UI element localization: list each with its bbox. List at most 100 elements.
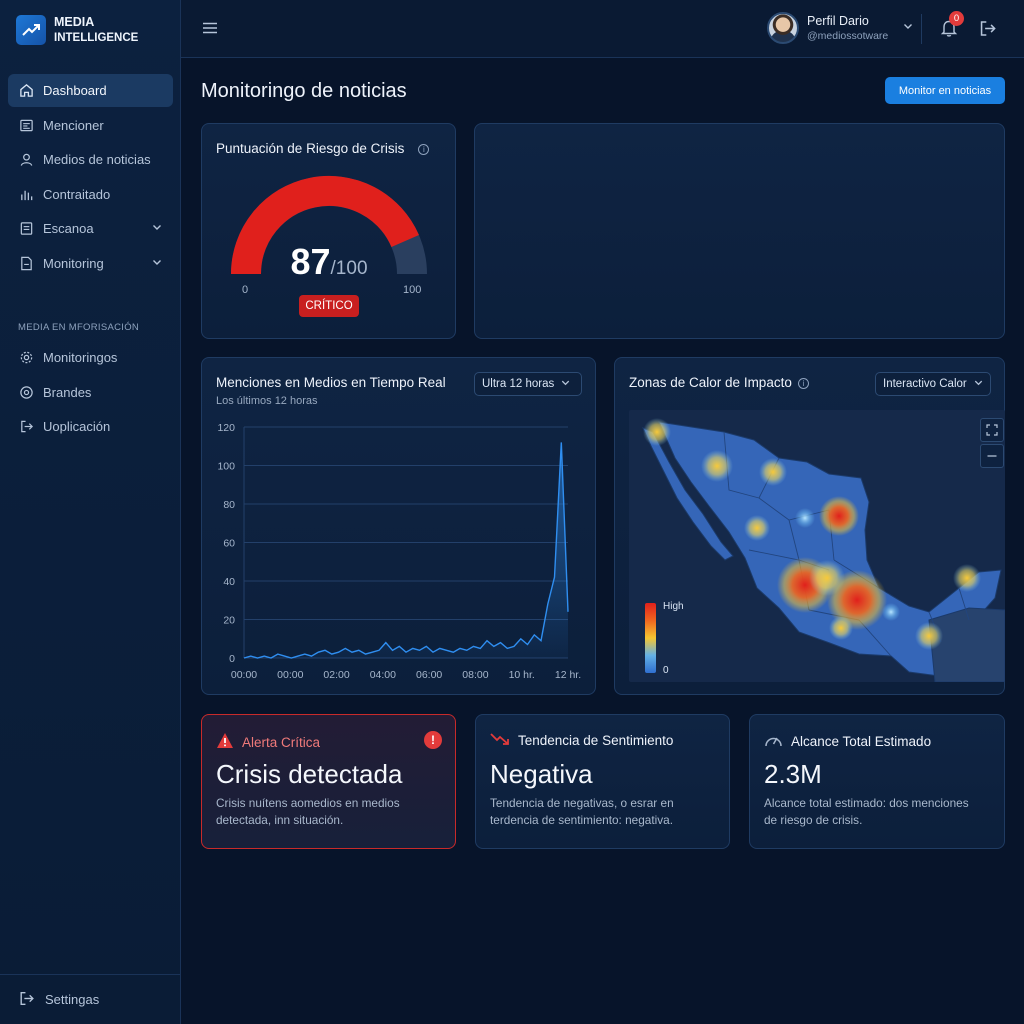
gauge-min-label: 0 bbox=[242, 284, 249, 296]
total-reach-card[interactable]: Alcance Total Estimado 2.3M Alcance tota… bbox=[749, 714, 1005, 849]
expand-icon bbox=[986, 424, 998, 436]
heat-mode-select[interactable]: Interactivo Calor bbox=[875, 372, 991, 396]
sidebar-footer-label: Settingas bbox=[45, 992, 100, 1007]
trend-up-logo-icon bbox=[16, 15, 46, 45]
heat-spot bbox=[744, 515, 770, 541]
sidebar-item-label: Medios de noticias bbox=[43, 152, 151, 167]
monitor-news-button[interactable]: Monitor en noticias bbox=[885, 77, 1005, 104]
baja-california bbox=[642, 427, 734, 561]
chevron-down-icon bbox=[902, 19, 914, 37]
sidebar-item-monitoring[interactable]: Monitoring bbox=[8, 247, 173, 280]
risk-card-title: Puntuación de Riesgo de Crisis bbox=[216, 141, 405, 156]
sidebar-item-dashboard[interactable]: Dashboard bbox=[8, 74, 173, 107]
kpi-title: Alerta Crítica bbox=[216, 732, 320, 752]
x-tick-label: 00:00 bbox=[231, 669, 257, 681]
newspaper-icon bbox=[18, 117, 34, 133]
chevron-down-icon bbox=[560, 377, 571, 391]
risk-score-card: Puntuación de Riesgo de Crisis i 87/100 0… bbox=[201, 123, 456, 339]
notification-badge: 0 bbox=[949, 11, 964, 26]
critical-alert-card[interactable]: Alerta Crítica ! Crisis detectada Crisis… bbox=[201, 714, 456, 849]
x-tick-label: 02:00 bbox=[323, 669, 349, 681]
sidebar-item-label: Monitoring bbox=[43, 255, 104, 271]
empty-panel-card bbox=[474, 123, 1005, 339]
time-range-value: Ultra 12 horas bbox=[482, 378, 555, 390]
warning-triangle-icon bbox=[216, 732, 234, 752]
series-area bbox=[244, 442, 568, 658]
risk-gauge bbox=[231, 175, 427, 275]
time-range-select[interactable]: Ultra 12 horas bbox=[474, 372, 582, 396]
heat-spot bbox=[759, 458, 787, 486]
gauge-value: 87/100 bbox=[202, 241, 456, 283]
mentions-card-subtitle: Los últimos 12 horas bbox=[216, 395, 318, 407]
kpi-title-label: Alerta Crítica bbox=[242, 734, 321, 750]
legend-high-label: High bbox=[663, 601, 684, 612]
sidebar-item-medios[interactable]: Medios de noticias bbox=[8, 143, 173, 176]
x-tick-label: 04:00 bbox=[370, 669, 396, 681]
sidebar-item-escanoa[interactable]: Escanoa bbox=[8, 212, 173, 245]
guatemala-region bbox=[928, 607, 1005, 682]
heat-spot bbox=[829, 616, 853, 640]
profile-handle: @mediossotware bbox=[807, 29, 889, 42]
y-tick-label: 120 bbox=[217, 422, 235, 434]
heat-map[interactable]: High 0 bbox=[629, 410, 1005, 682]
fullscreen-button[interactable] bbox=[980, 418, 1004, 442]
sidebar-item-label: Monitoringos bbox=[43, 350, 118, 365]
info-icon[interactable]: i bbox=[418, 143, 430, 155]
heat-spot bbox=[643, 418, 671, 446]
exit-arrow-icon bbox=[18, 419, 34, 435]
chevron-down-icon bbox=[151, 256, 163, 271]
menu-icon[interactable] bbox=[201, 19, 219, 42]
document-icon bbox=[18, 221, 34, 237]
x-tick-label: 10 hr. bbox=[509, 669, 535, 681]
sentiment-trend-card[interactable]: Tendencia de Sentimiento Negativa Tenden… bbox=[475, 714, 730, 849]
x-tick-label: 00:00 bbox=[277, 669, 303, 681]
brand-name-line1: MEDIA bbox=[54, 15, 95, 29]
sidebar-nav: Dashboard Mencioner Medios de noticias C… bbox=[8, 74, 173, 281]
y-tick-label: 20 bbox=[223, 615, 235, 627]
card-title: Zonas de Calor de Impacto i bbox=[629, 375, 809, 390]
divider bbox=[921, 14, 922, 44]
logout-arrow-icon bbox=[18, 990, 35, 1010]
status-badge: CRÍTICO bbox=[299, 295, 359, 317]
sidebar: MEDIA INTELLIGENCE Dashboard Mencioner M… bbox=[0, 0, 181, 1024]
sidebar-item-brandes[interactable]: Brandes bbox=[8, 376, 173, 409]
home-icon bbox=[18, 83, 34, 99]
kpi-title-label: Tendencia de Sentimiento bbox=[518, 733, 674, 748]
risk-score-max: /100 bbox=[330, 258, 368, 279]
y-tick-label: 60 bbox=[223, 538, 235, 550]
x-tick-label: 06:00 bbox=[416, 669, 442, 681]
circle-settings-icon bbox=[18, 384, 34, 400]
logout-icon[interactable] bbox=[978, 19, 997, 43]
zoom-out-button[interactable] bbox=[980, 444, 1004, 468]
sidebar-item-settings[interactable]: Settingas bbox=[0, 974, 181, 1024]
heat-spot bbox=[795, 508, 815, 528]
series-line bbox=[243, 442, 569, 659]
chevron-down-icon bbox=[151, 221, 163, 236]
profile-menu[interactable]: Perfil Dario @mediossotware bbox=[767, 12, 914, 44]
risk-score-value: 87 bbox=[290, 241, 331, 282]
brand[interactable]: MEDIA INTELLIGENCE bbox=[16, 14, 138, 46]
heat-spot bbox=[819, 496, 859, 536]
x-tick-label: 08:00 bbox=[462, 669, 488, 681]
sidebar-item-label: Brandes bbox=[43, 384, 92, 400]
info-icon[interactable]: i bbox=[797, 377, 809, 389]
heat-mode-value: Interactivo Calor bbox=[883, 378, 967, 390]
avatar bbox=[767, 12, 799, 44]
sidebar-nav-secondary: Monitoringos Brandes Uoplicación bbox=[8, 341, 173, 445]
sidebar-item-mencioner[interactable]: Mencioner bbox=[8, 109, 173, 142]
speedometer-icon bbox=[764, 732, 783, 751]
sidebar-item-monitoringos[interactable]: Monitoringos bbox=[8, 341, 173, 374]
sidebar-item-label: Escanoa bbox=[43, 221, 94, 236]
brand-name-line2: INTELLIGENCE bbox=[54, 32, 139, 44]
sidebar-item-contraitado[interactable]: Contraitado bbox=[8, 178, 173, 211]
gear-icon bbox=[18, 350, 34, 366]
sidebar-item-uoplicacion[interactable]: Uoplicación bbox=[8, 410, 173, 443]
kpi-value: Crisis detectada bbox=[216, 759, 403, 789]
sidebar-item-label: Mencioner bbox=[43, 117, 104, 133]
y-tick-label: 40 bbox=[223, 576, 235, 588]
kpi-description: Tendencia de negativas, o esrar en terde… bbox=[490, 796, 674, 827]
heat-spot bbox=[882, 603, 900, 621]
user-icon bbox=[18, 152, 34, 168]
kpi-title: Tendencia de Sentimiento bbox=[490, 732, 673, 749]
alert-dot-icon: ! bbox=[424, 731, 442, 749]
